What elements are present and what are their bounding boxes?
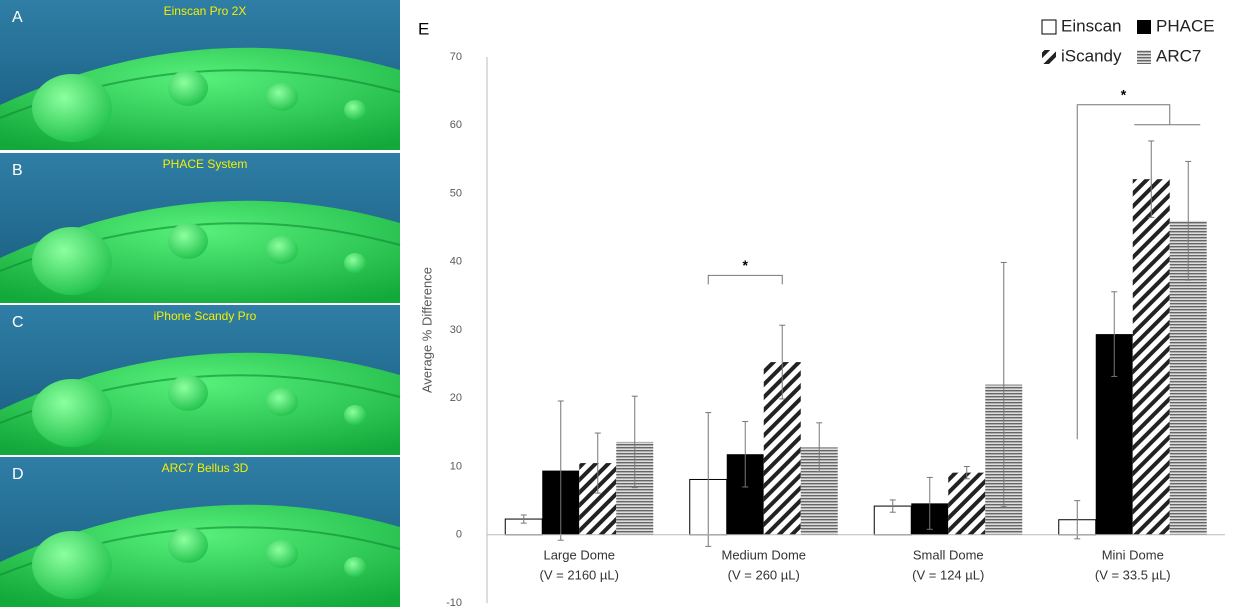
- dome: [32, 74, 112, 142]
- x-tick-label: Small Dome: [913, 547, 984, 562]
- panel-label: C: [12, 314, 24, 331]
- y-tick-label: 20: [450, 392, 462, 404]
- legend-label: iScandy: [1061, 46, 1122, 65]
- panel-title: ARC7 Bellus 3D: [162, 461, 249, 475]
- panel-title: iPhone Scandy Pro: [154, 309, 257, 323]
- dome: [32, 227, 112, 295]
- dome: [344, 405, 366, 425]
- x-tick-label: (V = 260 µL): [728, 567, 800, 582]
- dome: [344, 100, 366, 120]
- panel-label: B: [12, 162, 23, 179]
- significance-star: *: [1121, 86, 1127, 102]
- panel-label: D: [12, 466, 24, 483]
- dome: [168, 70, 208, 106]
- figure: A Einscan Pro 2X B PHACE System CiPhone Scan…: [0, 0, 1238, 607]
- legend-swatch: [1042, 50, 1056, 64]
- dome: [168, 375, 208, 411]
- x-tick-label: (V = 2160 µL): [540, 567, 619, 582]
- x-tick-label: Mini Dome: [1102, 547, 1164, 562]
- dome: [266, 236, 298, 264]
- bar: [1133, 179, 1170, 535]
- y-tick-label: 60: [450, 119, 462, 131]
- dome: [266, 388, 298, 416]
- x-tick-label: (V = 124 µL): [912, 567, 984, 582]
- legend-label: ARC7: [1156, 46, 1201, 65]
- dome: [32, 531, 112, 599]
- legend-label: Einscan: [1061, 16, 1121, 35]
- dome: [344, 557, 366, 577]
- y-tick-label: 40: [450, 256, 462, 268]
- dome: [168, 223, 208, 259]
- x-tick-label: Large Dome: [543, 547, 615, 562]
- significance-star: *: [743, 257, 749, 273]
- dome: [266, 540, 298, 568]
- panel-title: Einscan Pro 2X: [164, 4, 247, 18]
- y-tick-label: -10: [446, 597, 462, 607]
- legend-swatch: [1042, 20, 1056, 34]
- panel-label: A: [12, 9, 23, 26]
- panel-title: PHACE System: [163, 157, 248, 171]
- dome: [168, 527, 208, 563]
- significance-bracket: [708, 275, 782, 284]
- legend-label: PHACE: [1156, 16, 1215, 35]
- y-tick-label: 10: [450, 460, 462, 472]
- panel-label: E: [418, 19, 429, 38]
- page: {"panels": [ {"label": "A", "title": "Ei…: [0, 0, 1238, 607]
- legend-swatch: [1137, 50, 1151, 64]
- y-tick-label: 0: [456, 529, 462, 541]
- image-panel: D ARC7 Bellus 3D: [0, 457, 400, 607]
- x-tick-label: Medium Dome: [721, 547, 806, 562]
- image-panel: A Einscan Pro 2X: [0, 0, 400, 150]
- chart: E Average % Difference -10 0 10 20 30 40 50 60 70 L…: [418, 16, 1225, 607]
- y-tick-label: 70: [450, 51, 462, 63]
- y-axis-label: Average % Difference: [419, 267, 434, 393]
- x-tick-label: (V = 33.5 µL): [1095, 567, 1171, 582]
- y-tick-label: 30: [450, 324, 462, 336]
- dome: [32, 379, 112, 447]
- y-tick-label: 50: [450, 187, 462, 199]
- bar: [948, 473, 985, 535]
- image-panel: B PHACE System: [0, 153, 400, 303]
- dome: [344, 253, 366, 273]
- dome: [266, 83, 298, 111]
- legend-swatch: [1137, 20, 1151, 34]
